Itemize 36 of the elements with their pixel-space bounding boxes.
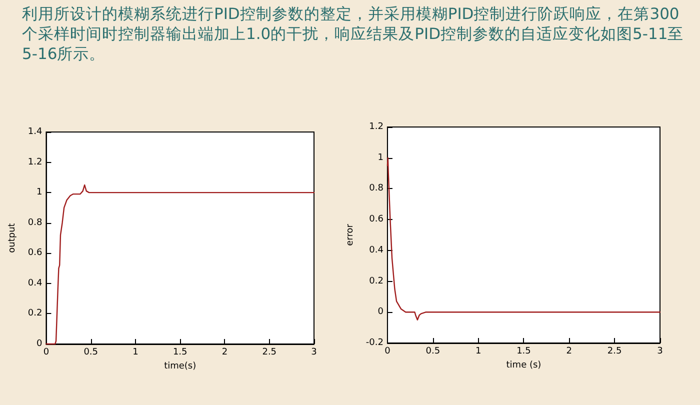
- y-tick-label: 0.6: [369, 214, 384, 225]
- y-axis-title: output: [8, 222, 18, 253]
- x-tick-label: 2.5: [262, 348, 277, 358]
- x-tick-label: 1: [132, 348, 138, 358]
- y-tick-label: 1.4: [28, 127, 42, 137]
- x-tick-label: 0: [43, 348, 50, 358]
- y-tick-label: 0.8: [369, 184, 384, 194]
- y-tick-label: 0.4: [369, 245, 384, 256]
- y-axis-title: error: [346, 224, 356, 246]
- x-tick-label: 0.5: [426, 346, 440, 356]
- y-tick-label: 1: [378, 152, 384, 163]
- text: 利用所设计的模糊系统进行PID控制参数的整定，并采用模糊PID控制进行阶跃响应，在第300个采样时间时控制器输出端加上1.0的干扰，响应结果及PID控制参数的自适应变化如图5-11至5-16所示。: [22, 4, 685, 64]
- x-tick-label: 1.5: [172, 348, 188, 358]
- x-tick-label: 2.5: [607, 346, 622, 356]
- x-tick-label: 1.5: [516, 346, 531, 356]
- y-tick-label: 1: [36, 188, 42, 198]
- x-tick-label: 2: [566, 346, 572, 356]
- x-tick-label: 0.5: [84, 348, 98, 358]
- x-tick-label: 3: [311, 348, 317, 358]
- y-tick-label: 0.2: [369, 276, 384, 286]
- x-tick-label: 2: [222, 348, 228, 358]
- x-tick-label: 1: [475, 346, 482, 356]
- y-tick-label: 0.8: [28, 218, 42, 228]
- y-tick-label: 0: [36, 339, 42, 349]
- x-axis-title: time(s): [164, 362, 196, 372]
- x-axis-title: time (s): [506, 360, 542, 370]
- y-tick-label: 1.2: [369, 122, 384, 132]
- y-tick-label: 0.6: [28, 248, 42, 258]
- y-tick-label: 0: [378, 307, 384, 318]
- y-tick-label: -0.2: [366, 338, 384, 348]
- x-tick-label: 3: [657, 346, 663, 356]
- x-tick-label: 0: [384, 346, 391, 356]
- y-tick-label: 1.2: [28, 157, 42, 168]
- y-tick-label: 0.4: [28, 278, 42, 288]
- line-series: [386, 157, 661, 320]
- y-tick-label: 0.2: [28, 308, 42, 319]
